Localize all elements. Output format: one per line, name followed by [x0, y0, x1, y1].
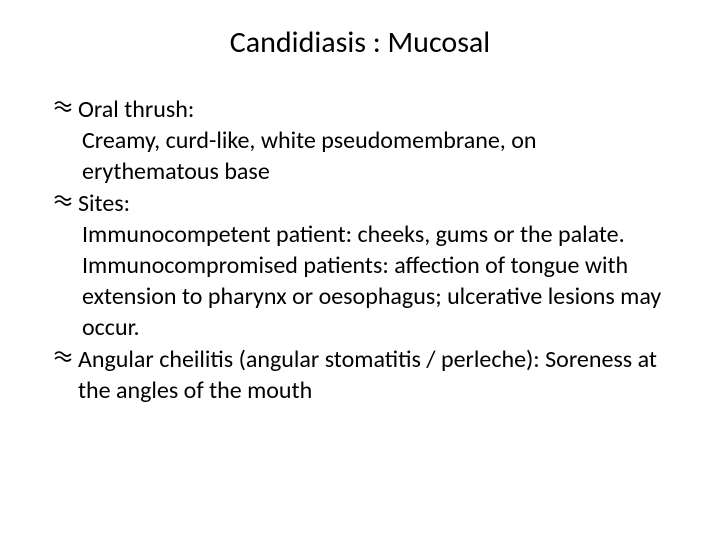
slide: { "title": "Candidiasis : Mucosal", "bul… — [0, 0, 720, 540]
bullet-icon — [54, 344, 78, 374]
bullet-text: Oral thrush: — [78, 94, 666, 125]
bullet-text: Sites: — [78, 188, 666, 219]
sub-oral-thrush-desc: Creamy, curd-like, white pseudomembrane,… — [82, 125, 666, 187]
bullet-angular-cheilitis: Angular cheilitis (angular stomatitis / … — [54, 344, 666, 406]
bullet-icon — [54, 94, 78, 124]
bullet-sites: Sites: — [54, 188, 666, 219]
sub-immunocompromised: Immunocompromised patients: affection of… — [82, 250, 666, 344]
slide-title: Candidiasis : Mucosal — [0, 24, 720, 61]
bullet-oral-thrush: Oral thrush: — [54, 94, 666, 125]
bullet-text: Angular cheilitis (angular stomatitis / … — [78, 344, 666, 406]
slide-body: Oral thrush: Creamy, curd-like, white ps… — [54, 94, 666, 406]
sub-immunocompetent: Immunocompetent patient: cheeks, gums or… — [82, 219, 666, 250]
bullet-icon — [54, 188, 78, 218]
